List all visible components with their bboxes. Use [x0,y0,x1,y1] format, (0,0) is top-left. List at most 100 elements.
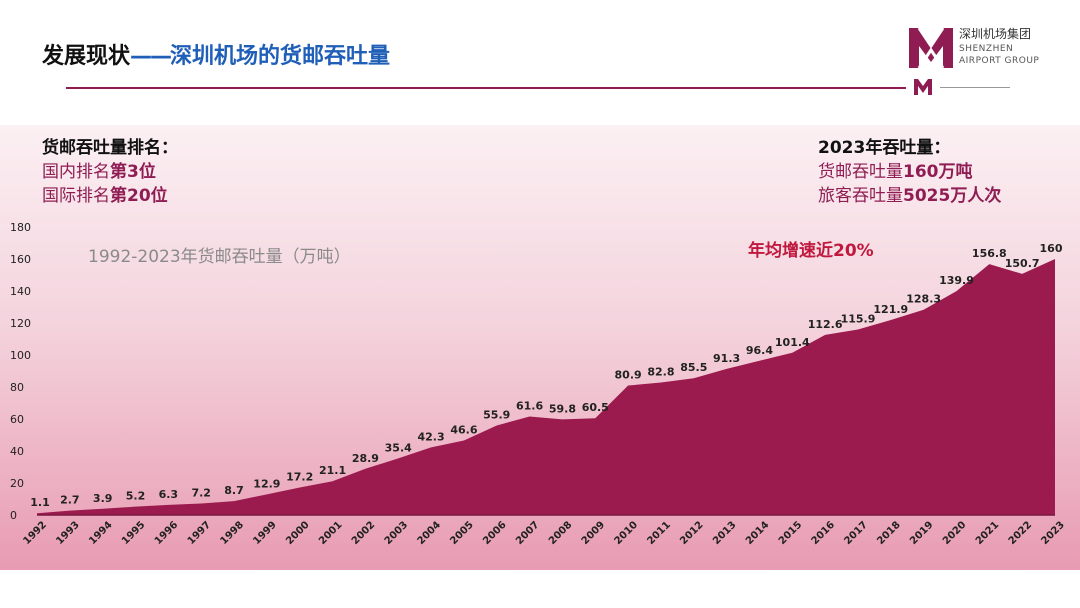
airport-logo-icon [909,27,953,69]
data-label: 6.3 [159,488,179,501]
area-series [37,259,1055,515]
growth-annotation: 年均增速近20% [748,240,874,261]
x-tick-label: 1996 [153,519,180,546]
data-label: 21.1 [319,464,346,477]
stats-heading: 2023年吞吐量： [818,138,951,158]
data-label: 59.8 [549,402,576,415]
data-label: 80.9 [615,369,642,382]
data-label: 17.2 [286,470,313,483]
ranking-intl: 国际排名第20位 [42,184,178,208]
data-label: 160 [1040,242,1063,255]
x-tick-label: 2016 [810,519,837,546]
x-tick-label: 2010 [613,519,640,546]
x-tick-label: 1997 [186,519,213,546]
stats-pax-value: 5025万人次 [903,186,1002,206]
x-tick-label: 2020 [941,519,968,546]
y-tick-label: 20 [10,477,24,490]
x-tick-label: 2012 [678,519,705,546]
x-tick-label: 2017 [842,519,869,546]
y-tick-label: 160 [10,253,31,266]
stats-cargo-label: 货邮吞吐量 [818,162,903,182]
header-divider-right [940,87,1010,88]
y-tick-label: 140 [10,285,31,298]
stats-pax-label: 旅客吞吐量 [818,186,903,206]
data-label: 46.6 [450,423,477,436]
x-tick-label: 2000 [284,519,311,546]
x-tick-label: 2015 [777,519,804,546]
data-label: 7.2 [191,486,211,499]
ranking-heading: 货邮吞吐量排名： [42,138,178,158]
data-label: 5.2 [126,490,146,503]
data-label: 96.4 [746,344,773,357]
chart-title: 1992-2023年货邮吞吐量（万吨） [88,247,351,267]
ranking-box: 货邮吞吐量排名： 国内排名第3位 国际排名第20位 [42,136,178,208]
x-tick-label: 2022 [1007,519,1034,546]
data-label: 91.3 [713,352,740,365]
data-label: 2.7 [60,494,80,507]
logo-name-en-2: AIRPORT GROUP [959,56,1040,66]
data-label: 28.9 [352,452,379,465]
data-label: 35.4 [385,441,412,454]
data-label: 128.3 [906,293,941,306]
data-label: 156.8 [972,247,1007,260]
data-label: 12.9 [253,477,280,490]
header-divider [66,87,906,89]
y-tick-label: 60 [10,413,24,426]
mini-logo-icon [914,79,932,95]
ranking-intl-value: 第20位 [110,186,168,206]
x-tick-label: 2006 [481,519,508,546]
x-tick-label: 2021 [974,519,1001,546]
ranking-domestic-label: 国内排名 [42,162,110,182]
stats-pax: 旅客吞吐量5025万人次 [818,184,1001,208]
x-tick-label: 2003 [383,519,410,546]
y-tick-label: 180 [10,221,31,234]
data-label: 3.9 [93,492,113,505]
x-tick-label: 2023 [1039,519,1066,546]
stats-2023-box: 2023年吞吐量： 货邮吞吐量160万吨 旅客吞吐量5025万人次 [818,136,1001,208]
x-tick-label: 2018 [875,519,902,546]
title-dash: —— [130,44,172,69]
data-label: 150.7 [1005,257,1040,270]
logo-name-cn: 深圳机场集团 [959,27,1032,41]
y-tick-label: 40 [10,445,24,458]
ranking-domestic: 国内排名第3位 [42,160,178,184]
x-tick-label: 2014 [744,519,771,546]
x-tick-label: 2005 [448,519,475,546]
x-tick-label: 2007 [514,519,541,546]
data-label: 60.5 [582,401,609,414]
data-label: 61.6 [516,399,543,412]
ranking-domestic-value: 第3位 [110,162,156,182]
x-tick-label: 2011 [645,519,672,546]
title-main: 发展现状 [42,44,131,69]
data-label: 55.9 [483,409,510,422]
data-label: 85.5 [680,361,707,374]
x-tick-label: 2019 [908,519,935,546]
logo-name-en-1: SHENZHEN [959,44,1014,54]
y-tick-label: 120 [10,317,31,330]
x-tick-label: 2013 [711,519,738,546]
data-label: 8.7 [224,484,244,497]
y-tick-label: 80 [10,381,24,394]
x-tick-label: 1994 [87,519,114,546]
data-label: 115.9 [841,313,876,326]
x-tick-label: 1995 [120,519,147,546]
x-tick-label: 2008 [547,519,574,546]
data-label: 82.8 [647,366,674,379]
data-label: 121.9 [873,303,908,316]
title-sub: 深圳机场的货邮吞吐量 [170,44,391,69]
stats-cargo: 货邮吞吐量160万吨 [818,160,1001,184]
x-tick-label: 2009 [580,519,607,546]
x-tick-label: 1993 [54,519,81,546]
data-label: 112.6 [808,318,843,331]
data-label: 101.4 [775,336,810,349]
x-tick-label: 1999 [251,519,278,546]
page-title: 发展现状——深圳机场的货邮吞吐量 [42,38,390,70]
data-label: 42.3 [417,430,444,443]
stats-cargo-value: 160万吨 [903,162,973,182]
data-label: 139.9 [939,274,974,287]
x-tick-label: 2004 [416,519,443,546]
cargo-area-chart: 0 20 40 60 80 100 120 140 160 180 1992 1993 1994 1995… [10,221,1067,547]
data-label: 1.1 [30,496,50,509]
ranking-intl-label: 国际排名 [42,186,110,206]
x-tick-label: 1992 [21,519,48,546]
